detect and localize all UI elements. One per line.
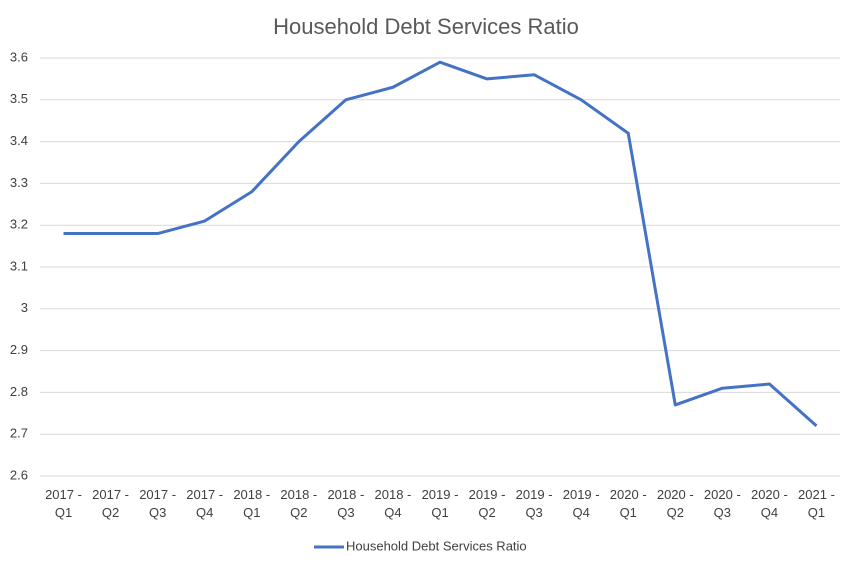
x-tick-label: 2017 - Q2: [92, 487, 130, 520]
y-tick-label: 2.7: [10, 426, 28, 441]
x-tick-label: 2019 - Q3: [515, 487, 553, 520]
y-tick-label: 2.8: [10, 384, 28, 399]
x-tick-label: 2020 - Q2: [656, 487, 694, 520]
x-tick-label: 2020 - Q3: [703, 487, 741, 520]
data-line: [63, 60, 818, 427]
y-tick-label: 2.9: [10, 342, 28, 357]
chart-title: Household Debt Services Ratio: [273, 14, 579, 39]
y-tick-label: 3.6: [10, 49, 28, 64]
legend-label: Household Debt Services Ratio: [346, 538, 527, 553]
x-tick-label: 2020 - Q4: [750, 487, 788, 520]
x-tick-label: 2019 - Q4: [562, 487, 600, 520]
x-tick-label: 2017 - Q3: [139, 487, 177, 520]
y-tick-label: 3.5: [10, 91, 28, 106]
x-tick-label: 2020 - Q1: [609, 487, 647, 520]
x-tick-label: 2018 - Q1: [233, 487, 271, 520]
x-tick-label: 2019 - Q1: [421, 487, 459, 520]
x-tick-label: 2018 - Q2: [280, 487, 318, 520]
y-tick-label: 3: [21, 300, 28, 315]
x-tick-label: 2021 - Q1: [798, 487, 835, 520]
x-tick-label: 2019 - Q2: [468, 487, 506, 520]
x-tick-label: 2018 - Q3: [327, 487, 365, 520]
x-tick-label: 2017 - Q1: [45, 487, 82, 520]
y-tick-label: 3.4: [10, 133, 28, 148]
x-tick-label: 2017 - Q4: [186, 487, 224, 520]
x-tick-label: 2018 - Q4: [374, 487, 412, 520]
y-tick-label: 3.2: [10, 217, 28, 232]
y-tick-label: 3.3: [10, 175, 28, 190]
y-tick-label: 2.6: [10, 467, 28, 482]
y-tick-label: 3.1: [10, 258, 28, 273]
